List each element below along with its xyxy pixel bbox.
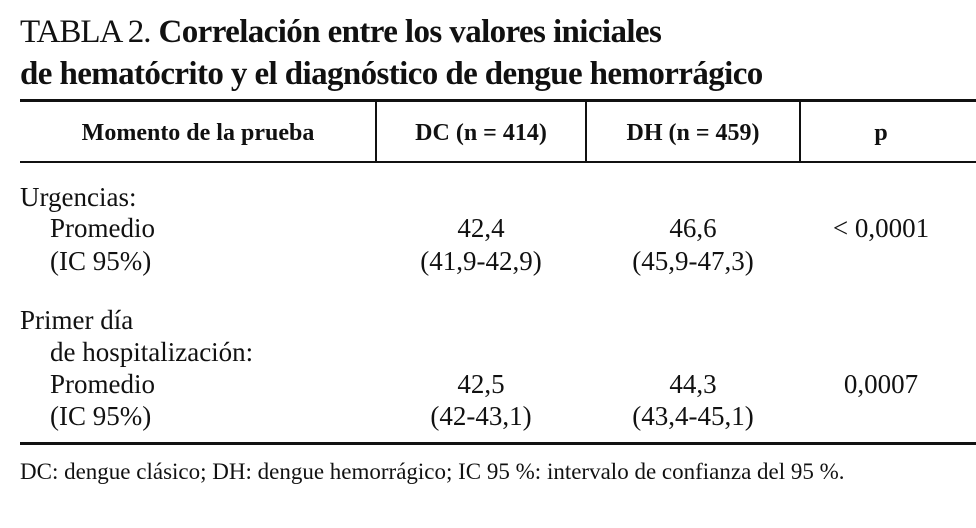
cell: 42,4	[457, 213, 505, 243]
row-label: Promedio	[50, 369, 155, 399]
header-cell: DC (n = 414)	[415, 120, 547, 146]
column-divider	[799, 102, 801, 161]
row-label: (IC 95%)	[50, 401, 152, 431]
cell: < 0,0001	[832, 213, 930, 243]
cell: (41,9-42,9)	[420, 246, 542, 276]
title-label: TABLA 2.	[20, 14, 152, 50]
group-label: Primer día	[20, 305, 134, 335]
row-label: Promedio	[50, 213, 155, 243]
row-label: (IC 95%)	[50, 246, 152, 276]
header-cell: p	[874, 120, 888, 146]
header-rule	[20, 161, 976, 163]
title-line: TABLA 2. Correlación entre los valores in…	[20, 12, 662, 52]
footnote: DC: dengue clásico; DH: dengue hemorrági…	[20, 459, 845, 484]
title-text: Correlación entre los valores iniciales	[158, 14, 662, 50]
header-cell: DH (n = 459)	[626, 120, 760, 146]
cell: (45,9-47,3)	[632, 246, 754, 276]
bottom-rule	[20, 442, 976, 445]
group-label: Urgencias:	[20, 182, 137, 212]
title-text: de hematócrito y el diagnóstico de dengu…	[20, 56, 763, 92]
header-cell: Momento de la prueba	[81, 120, 315, 146]
top-rule	[20, 99, 976, 102]
cell: 44,3	[669, 369, 717, 399]
cell: (42-43,1)	[430, 401, 532, 431]
cell: 46,6	[669, 213, 717, 243]
group-label: de hospitalización:	[50, 337, 254, 367]
column-divider	[375, 102, 377, 161]
column-divider	[585, 102, 587, 161]
cell: 42,5	[457, 369, 505, 399]
cell: 0,0007	[843, 369, 919, 399]
cell: (43,4-45,1)	[632, 401, 754, 431]
